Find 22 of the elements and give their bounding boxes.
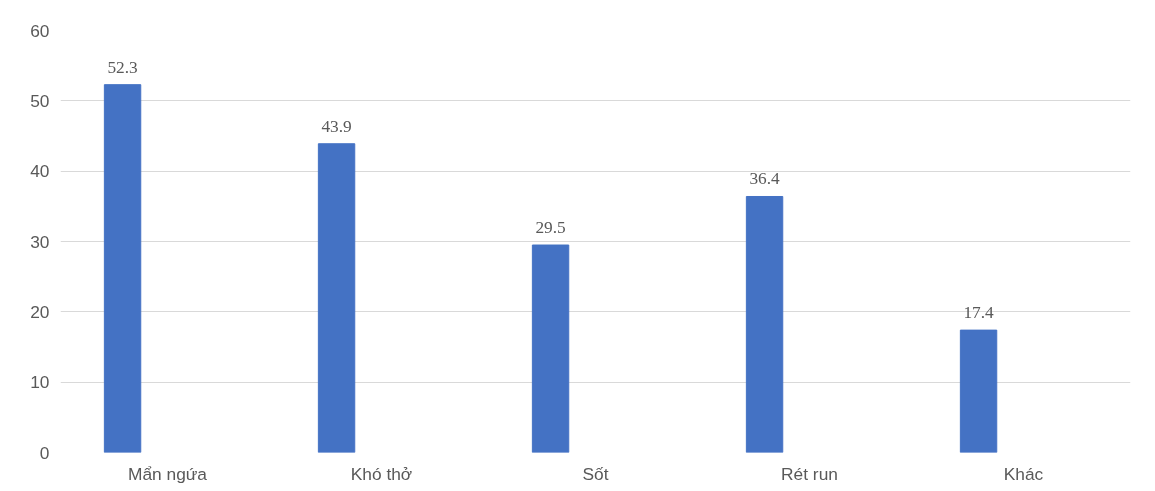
data-label: 43.9	[321, 116, 352, 136]
data-label: 17.4	[963, 303, 995, 323]
bar	[103, 84, 142, 453]
y-tick-label: 40	[30, 161, 50, 182]
data-label: 36.4	[749, 169, 781, 189]
y-tick-label: 30	[30, 231, 50, 252]
x-tick-label: Khó thở	[350, 463, 413, 484]
x-tick-label: Rét run	[781, 463, 838, 484]
data-label: 29.5	[535, 218, 566, 238]
data-label: 52.3	[107, 57, 138, 77]
y-tick-label: 50	[30, 90, 50, 111]
y-tick-label: 20	[30, 301, 50, 322]
y-tick-label: 60	[30, 20, 50, 41]
x-tick-label: Khác	[1003, 463, 1044, 484]
bar	[959, 329, 998, 453]
y-tick-label: 0	[39, 442, 50, 463]
x-tick-label: Mẩn ngứa	[127, 463, 208, 484]
y-tick-label: 10	[30, 372, 50, 393]
bar	[317, 143, 356, 453]
x-tick-label: Sốt	[582, 463, 609, 484]
bar	[531, 244, 570, 453]
bar	[745, 195, 784, 453]
